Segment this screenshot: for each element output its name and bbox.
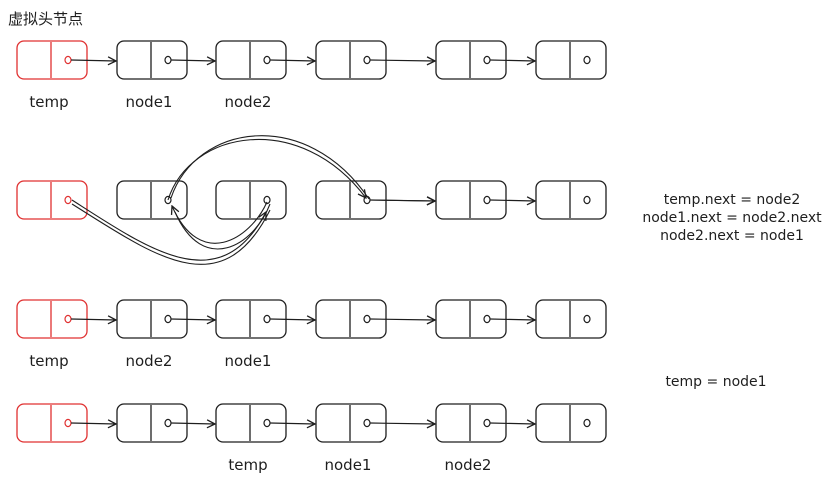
next-pointer-dot: [64, 55, 72, 65]
node-box: [535, 403, 607, 443]
rewire-arrow: [167, 139, 366, 201]
note-line: temp.next = node2: [664, 192, 801, 208]
next-arrow: [269, 423, 315, 424]
rewire-arrow: [71, 203, 271, 265]
next-pointer-dot: [483, 195, 491, 205]
next-arrow: [489, 319, 535, 320]
node-box: [116, 180, 188, 220]
list-node: [535, 40, 607, 80]
node-box: [535, 40, 607, 80]
next-pointer-dot: [583, 55, 591, 65]
list-node: [535, 180, 607, 220]
next-arrow: [369, 423, 435, 424]
next-arrow: [170, 423, 215, 424]
node-label: node1: [126, 93, 173, 111]
next-pointer-dot: [263, 55, 271, 65]
next-arrow: [269, 60, 315, 61]
note-swap-steps: temp.next = node2 node1.next = node2.nex…: [642, 192, 822, 244]
next-pointer-dot: [64, 195, 72, 205]
list-node: [535, 403, 607, 443]
next-arrow: [489, 60, 535, 61]
diagram-title: 虚拟头节点: [8, 10, 83, 28]
rewire-arrow: [170, 135, 370, 200]
next-pointer-dot: [263, 195, 271, 205]
next-pointer-dot: [583, 314, 591, 324]
rewire-arrow: [174, 203, 271, 250]
next-pointer-dot: [164, 55, 172, 65]
node-label: temp: [29, 352, 68, 370]
note-line: node1.next = node2.next: [642, 210, 822, 226]
next-arrow: [369, 319, 435, 320]
next-arrow: [70, 319, 116, 320]
rewire-arrow: [369, 200, 435, 201]
next-arrow: [70, 423, 116, 424]
next-pointer-dot: [363, 195, 371, 205]
next-pointer-dot: [363, 55, 371, 65]
rewire-arrow: [71, 199, 266, 261]
next-pointer-dot: [263, 418, 271, 428]
note-line: temp = node1: [665, 374, 766, 390]
node-box: [535, 299, 607, 339]
pointer-rewire-arrows: [71, 135, 435, 265]
node-label: node2: [225, 93, 272, 111]
next-arrow: [269, 319, 315, 320]
next-pointer-dot: [164, 314, 172, 324]
next-pointer-dot: [483, 418, 491, 428]
node-label: temp: [228, 456, 267, 474]
node-label: node1: [225, 352, 272, 370]
next-arrow: [170, 319, 215, 320]
list-node: [116, 180, 188, 220]
next-pointer-dot: [483, 55, 491, 65]
node-label: node2: [445, 456, 492, 474]
next-pointer-dot: [64, 418, 72, 428]
list-row-3: temp node2 node1: [16, 299, 607, 370]
next-arrow: [489, 423, 535, 424]
next-pointer-dot: [363, 418, 371, 428]
node-box: [535, 180, 607, 220]
list-row-2: [16, 180, 607, 220]
next-pointer-dot: [164, 195, 172, 205]
next-pointer-dot: [263, 314, 271, 324]
note-line: node2.next = node1: [660, 228, 804, 244]
next-pointer-dot: [363, 314, 371, 324]
next-arrow: [70, 60, 116, 61]
next-pointer-dot: [483, 314, 491, 324]
node-box: [16, 180, 88, 220]
list-row-4: temp node1 node2: [16, 403, 607, 474]
next-pointer-dot: [583, 195, 591, 205]
node-box: [215, 180, 287, 220]
node-label: temp: [29, 93, 68, 111]
next-pointer-dot: [64, 314, 72, 324]
dummy-head-node: [16, 180, 88, 220]
list-node: [215, 180, 287, 220]
list-row-1: temp node1 node2: [16, 40, 607, 111]
node-label: node2: [126, 352, 173, 370]
next-pointer-dot: [164, 418, 172, 428]
rewire-arrow: [172, 201, 268, 244]
next-arrow: [489, 200, 535, 201]
next-pointer-dot: [583, 418, 591, 428]
note-advance-step: temp = node1: [665, 374, 766, 390]
node-label: node1: [325, 456, 372, 474]
next-arrow: [369, 60, 435, 61]
list-node: [535, 299, 607, 339]
next-arrow: [170, 60, 215, 61]
